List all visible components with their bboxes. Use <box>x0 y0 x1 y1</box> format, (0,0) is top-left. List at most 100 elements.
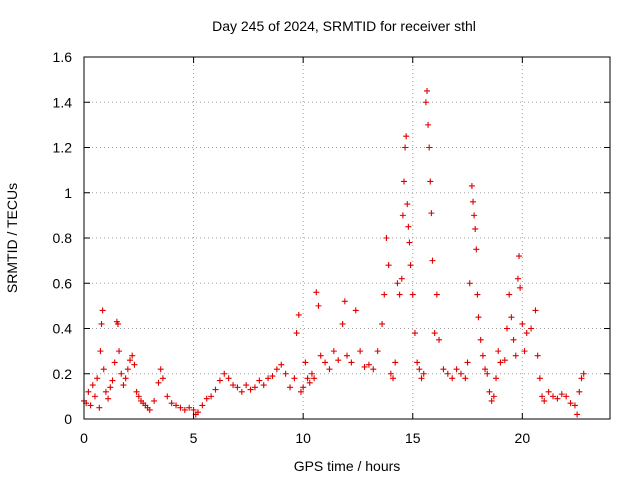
data-point <box>383 235 390 241</box>
data-point <box>124 366 131 373</box>
y-tick-label: 0.6 <box>53 275 73 291</box>
data-point <box>357 348 364 355</box>
data-point <box>265 375 272 382</box>
data-point <box>398 275 405 282</box>
data-point <box>427 178 434 185</box>
data-point <box>173 402 180 409</box>
data-point <box>194 409 201 416</box>
data-point <box>96 404 103 411</box>
data-point <box>114 320 121 327</box>
data-point <box>335 357 342 364</box>
x-tick-label: 15 <box>405 430 421 446</box>
data-point <box>306 379 313 386</box>
data-point <box>517 284 524 291</box>
x-tick-label: 5 <box>190 430 198 446</box>
y-tick-label: 0.2 <box>53 366 73 382</box>
data-point <box>102 388 109 395</box>
data-point <box>523 330 530 337</box>
data-point <box>243 382 250 389</box>
data-point <box>501 357 508 364</box>
data-point <box>495 348 502 355</box>
data-point <box>120 382 127 389</box>
data-point <box>470 198 477 205</box>
data-point <box>282 370 289 377</box>
data-point <box>129 352 136 359</box>
data-point <box>497 359 504 366</box>
data-point <box>94 375 101 382</box>
data-point <box>550 393 557 400</box>
data-point <box>474 291 481 298</box>
data-point <box>414 359 421 366</box>
data-point <box>87 402 94 409</box>
y-tick-label: 1.6 <box>53 49 73 65</box>
data-point <box>234 384 241 391</box>
data-point <box>392 359 399 366</box>
x-tick-label: 10 <box>295 430 311 446</box>
data-point <box>208 393 215 400</box>
data-point <box>269 373 276 380</box>
data-point <box>225 375 232 382</box>
y-tick-label: 0.4 <box>53 321 73 337</box>
data-point <box>486 388 493 395</box>
data-point <box>571 402 578 409</box>
data-point <box>574 411 581 418</box>
data-point <box>111 359 118 366</box>
data-point <box>199 402 206 409</box>
data-point <box>532 307 539 314</box>
data-point <box>109 377 116 384</box>
data-point <box>315 302 322 309</box>
data-point <box>539 393 546 400</box>
data-point <box>428 210 435 217</box>
data-point <box>407 262 414 269</box>
y-tick-label: 0.8 <box>53 230 73 246</box>
data-point <box>580 370 587 377</box>
data-point <box>431 330 438 337</box>
data-point <box>418 375 425 382</box>
data-point <box>558 391 565 398</box>
data-point <box>390 375 397 382</box>
data-point <box>420 370 427 377</box>
data-point <box>131 361 138 368</box>
data-point <box>181 406 188 413</box>
data-point <box>449 375 456 382</box>
data-point <box>107 384 114 391</box>
data-point <box>238 388 245 395</box>
data-point <box>326 366 333 373</box>
data-point <box>482 366 489 373</box>
data-point <box>212 386 219 393</box>
data-point <box>403 133 410 140</box>
data-point <box>374 348 381 355</box>
data-point <box>105 395 112 402</box>
data-point <box>473 246 480 253</box>
data-point <box>297 388 304 395</box>
data-point <box>484 370 491 377</box>
data-point <box>519 320 526 327</box>
data-point <box>508 314 515 321</box>
data-point <box>563 393 570 400</box>
x-axis-label: GPS time / hours <box>294 458 401 474</box>
y-axis-label: SRMTID / TECUs <box>4 183 20 293</box>
data-point <box>293 330 300 337</box>
data-point <box>273 366 280 373</box>
data-point <box>429 257 436 264</box>
plot-frame <box>83 56 611 420</box>
data-point <box>151 397 158 404</box>
data-point <box>164 393 171 400</box>
data-point <box>477 336 484 343</box>
data-point <box>155 379 162 386</box>
data-point <box>433 291 440 298</box>
data-point <box>98 320 105 327</box>
y-tick-label: 1.2 <box>53 140 73 156</box>
data-point <box>464 359 471 366</box>
data-point <box>541 397 548 404</box>
data-point <box>503 325 510 332</box>
data-point <box>440 366 447 373</box>
data-point <box>216 377 223 384</box>
data-point <box>400 178 407 185</box>
data-point <box>302 359 309 366</box>
data-point <box>308 370 315 377</box>
data-point <box>221 370 228 377</box>
data-point <box>462 375 469 382</box>
data-point <box>479 352 486 359</box>
